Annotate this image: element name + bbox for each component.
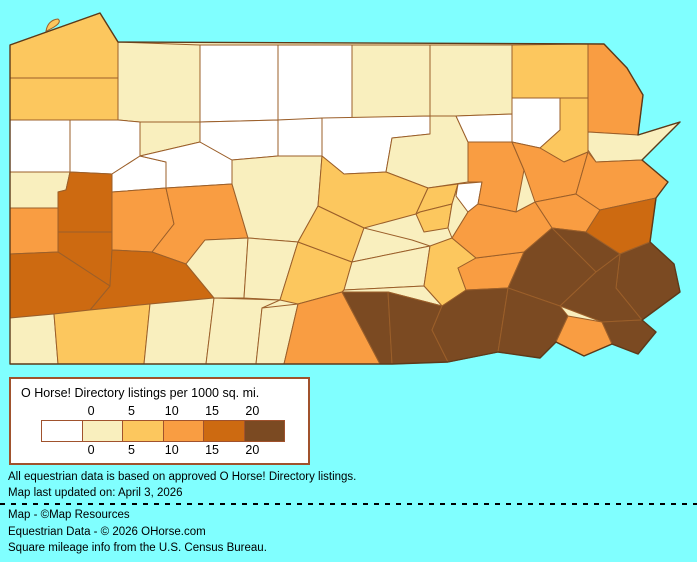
- county-greene: Greene: 0-5: [9, 313, 59, 365]
- note-line: All equestrian data is based on approved…: [8, 471, 357, 483]
- county-warren: Warren: 0-5: [117, 41, 201, 123]
- county-mckean: McKean: 0: [199, 44, 279, 123]
- legend-tick-label: 5: [127, 404, 135, 418]
- county-somerset: Somerset: 0-5: [143, 297, 215, 365]
- county-schuylkill: Schuylkill: 10-15: [451, 201, 553, 259]
- county-susquehanna: Susquehanna: 5-10: [511, 43, 589, 99]
- legend-tick-label: 20: [245, 404, 260, 418]
- county-potter: Potter: 0: [277, 44, 353, 121]
- legend-tick-label: 10: [164, 404, 179, 418]
- legend-ticks-top: 0 5 10 15 20: [71, 404, 291, 418]
- legend-swatch-15-20: [204, 421, 245, 441]
- legend-tick-label: 15: [205, 443, 219, 457]
- county-wayne: Wayne: 10-15: [587, 43, 644, 136]
- state-border: [9, 12, 681, 365]
- note-line-updated: Map last updated on: April 3, 2026: [8, 487, 183, 499]
- county-bradford: Bradford: 0-5: [429, 44, 513, 117]
- legend-tick-label: 15: [205, 404, 219, 418]
- legend-swatch-5-10: [123, 421, 164, 441]
- legend-box: O Horse! Directory listings per 1000 sq.…: [9, 377, 310, 465]
- legend-color-ramp: [41, 420, 285, 442]
- pennsylvania-choropleth-map: Erie: 5-10Crawford: 5-10Warren: 0-5McKea…: [9, 12, 681, 365]
- dashed-separator: [0, 503, 697, 505]
- legend-swatch-0-5: [82, 421, 123, 441]
- presque-isle-peninsula: [45, 18, 60, 32]
- county-tioga: Tioga: 0-5: [351, 44, 431, 119]
- legend-title: O Horse! Directory listings per 1000 sq.…: [21, 386, 260, 400]
- credits-block: Map - ©Map Resources Equestrian Data - ©…: [8, 507, 267, 557]
- county-beaver: Beaver: 10-15: [9, 207, 59, 255]
- credit-mileage-source: Square mileage info from the U.S. Census…: [8, 542, 267, 554]
- legend-ticks-bottom: 0 5 10 15 20: [71, 443, 291, 457]
- credit-data-source: Equestrian Data - © 2026 OHorse.com: [8, 525, 206, 538]
- county-erie: Erie: 5-10: [9, 12, 119, 79]
- legend-tick-label: 5: [127, 443, 135, 457]
- legend-tick-label: 0: [87, 404, 95, 418]
- legend-tick-label: 20: [245, 443, 260, 457]
- legend-swatch-10-15: [163, 421, 204, 441]
- data-notes: All equestrian data is based on approved…: [8, 469, 356, 501]
- county-mercer: Mercer: 0: [9, 119, 71, 173]
- legend-swatch-0: [42, 421, 83, 441]
- credit-map-source: Map - ©Map Resources: [8, 509, 130, 521]
- county-fayette: Fayette: 5-10: [53, 303, 151, 365]
- county-crawford: Crawford: 5-10: [9, 77, 119, 121]
- legend-swatch-20+: [244, 421, 284, 441]
- legend-tick-label: 10: [164, 443, 179, 457]
- legend-tick-label: 0: [87, 443, 95, 457]
- county-cameron: Cameron: 0: [277, 117, 323, 157]
